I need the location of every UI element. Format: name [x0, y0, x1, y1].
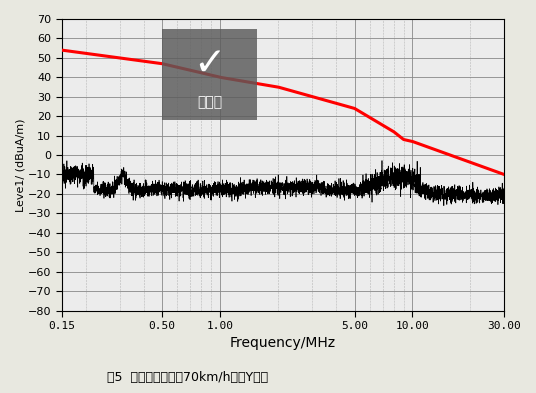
Y-axis label: Leve1/ (dBuA/m): Leve1/ (dBuA/m)	[15, 118, 25, 211]
X-axis label: Frequency/MHz: Frequency/MHz	[230, 336, 336, 351]
Text: 图5  点火线圈搞铁后70km/h磁场Y向量: 图5 点火线圈搞铁后70km/h磁场Y向量	[107, 371, 268, 384]
Text: 已保存: 已保存	[197, 95, 222, 109]
Text: ✓: ✓	[193, 44, 226, 83]
FancyBboxPatch shape	[162, 29, 257, 120]
